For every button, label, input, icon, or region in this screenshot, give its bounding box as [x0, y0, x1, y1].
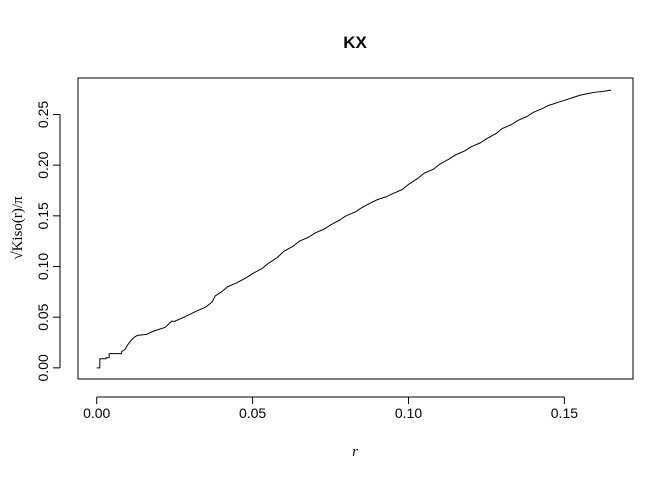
series-line: [96, 89, 612, 369]
y-tick-label: 0.20: [35, 151, 51, 178]
y-tick-label: 0.15: [35, 202, 51, 229]
x-axis-label: r: [352, 444, 358, 460]
series-layer: [96, 89, 612, 369]
y-axis-label: √Kiso(r)/π: [10, 196, 26, 260]
x-axis: 0.00 0.05 0.10 0.15: [83, 396, 578, 421]
y-tick-label: 0.25: [35, 101, 51, 128]
x-tick-label: 0.05: [239, 405, 266, 421]
y-tick-label: 0.10: [35, 253, 51, 280]
y-tick-label: 0.05: [35, 303, 51, 330]
x-tick-label: 0.10: [395, 405, 422, 421]
x-tick-label: 0.00: [83, 405, 110, 421]
x-tick-label: 0.15: [551, 405, 578, 421]
plot-frame: [77, 77, 634, 380]
y-tick-label: 0.00: [35, 354, 51, 381]
chart-title: KX: [343, 33, 367, 52]
y-axis: 0.00 0.05 0.10 0.15 0.20 0.25: [35, 101, 61, 381]
